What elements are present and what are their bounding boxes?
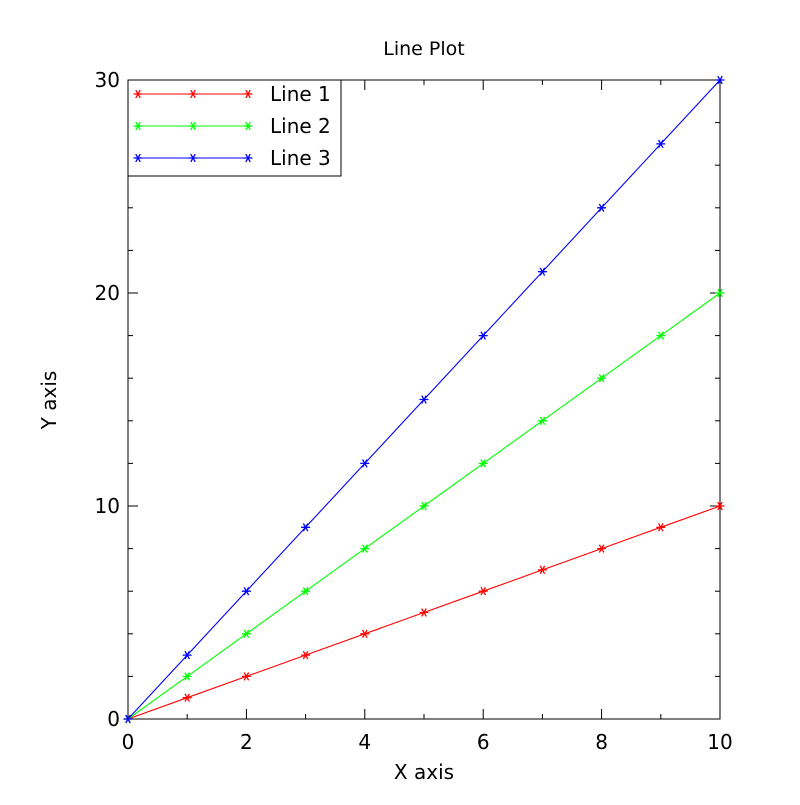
data-point (182, 672, 192, 681)
x-axis-label: X axis (394, 760, 454, 784)
data-point (537, 416, 547, 426)
data-point (537, 267, 547, 276)
data-point (241, 586, 251, 596)
legend-marker (188, 153, 198, 163)
legend-marker (133, 121, 143, 131)
data-point (656, 139, 666, 149)
data-point (597, 373, 607, 383)
data-point (715, 288, 725, 298)
data-point (182, 693, 192, 702)
legend-label-2: Line 2 (270, 114, 331, 138)
data-point (360, 459, 370, 468)
data-point (241, 629, 251, 639)
y-tick-label: 0 (107, 707, 120, 731)
data-point (241, 672, 251, 681)
data-point (419, 395, 429, 404)
data-point (182, 650, 192, 660)
legend-label-1: Line 1 (270, 82, 331, 106)
data-point (478, 459, 488, 468)
data-point (715, 75, 725, 85)
data-point (419, 501, 429, 511)
chart-title: Line Plot (383, 38, 464, 60)
data-point (360, 544, 370, 553)
x-tick-label: 0 (122, 730, 135, 754)
plot-area: 0 2 4 6 8 10 0 10 20 30 Line 1 Line 2 Line 3 (95, 68, 733, 754)
data-point (656, 523, 666, 532)
x-tick-label: 2 (240, 730, 253, 754)
data-point (597, 544, 607, 553)
legend-marker (133, 153, 143, 163)
data-point (478, 331, 488, 340)
legend-marker (243, 121, 253, 131)
data-point (301, 650, 311, 660)
data-point (123, 714, 133, 724)
data-point (301, 523, 311, 532)
data-point (360, 629, 370, 639)
y-tick-label: 30 (95, 68, 120, 92)
legend-label-3: Line 3 (270, 146, 331, 170)
y-axis-label: Y axis (37, 371, 61, 431)
legend-marker (188, 89, 198, 99)
data-point (419, 608, 429, 617)
x-tick-label: 8 (595, 730, 608, 754)
x-tick-label: 4 (358, 730, 371, 754)
data-point (478, 586, 488, 596)
legend-marker (188, 121, 198, 131)
data-point (597, 203, 607, 213)
x-tick-label: 6 (477, 730, 490, 754)
y-tick-label: 10 (95, 494, 120, 518)
y-tick-label: 20 (95, 281, 120, 305)
data-point (656, 331, 666, 340)
data-point (301, 586, 311, 596)
legend-marker (243, 89, 253, 99)
legend-marker (243, 153, 253, 163)
legend-box (127, 79, 342, 177)
data-point (715, 501, 725, 511)
legend-marker (133, 89, 143, 99)
data-point (537, 565, 547, 575)
x-tick-label: 10 (707, 730, 732, 754)
